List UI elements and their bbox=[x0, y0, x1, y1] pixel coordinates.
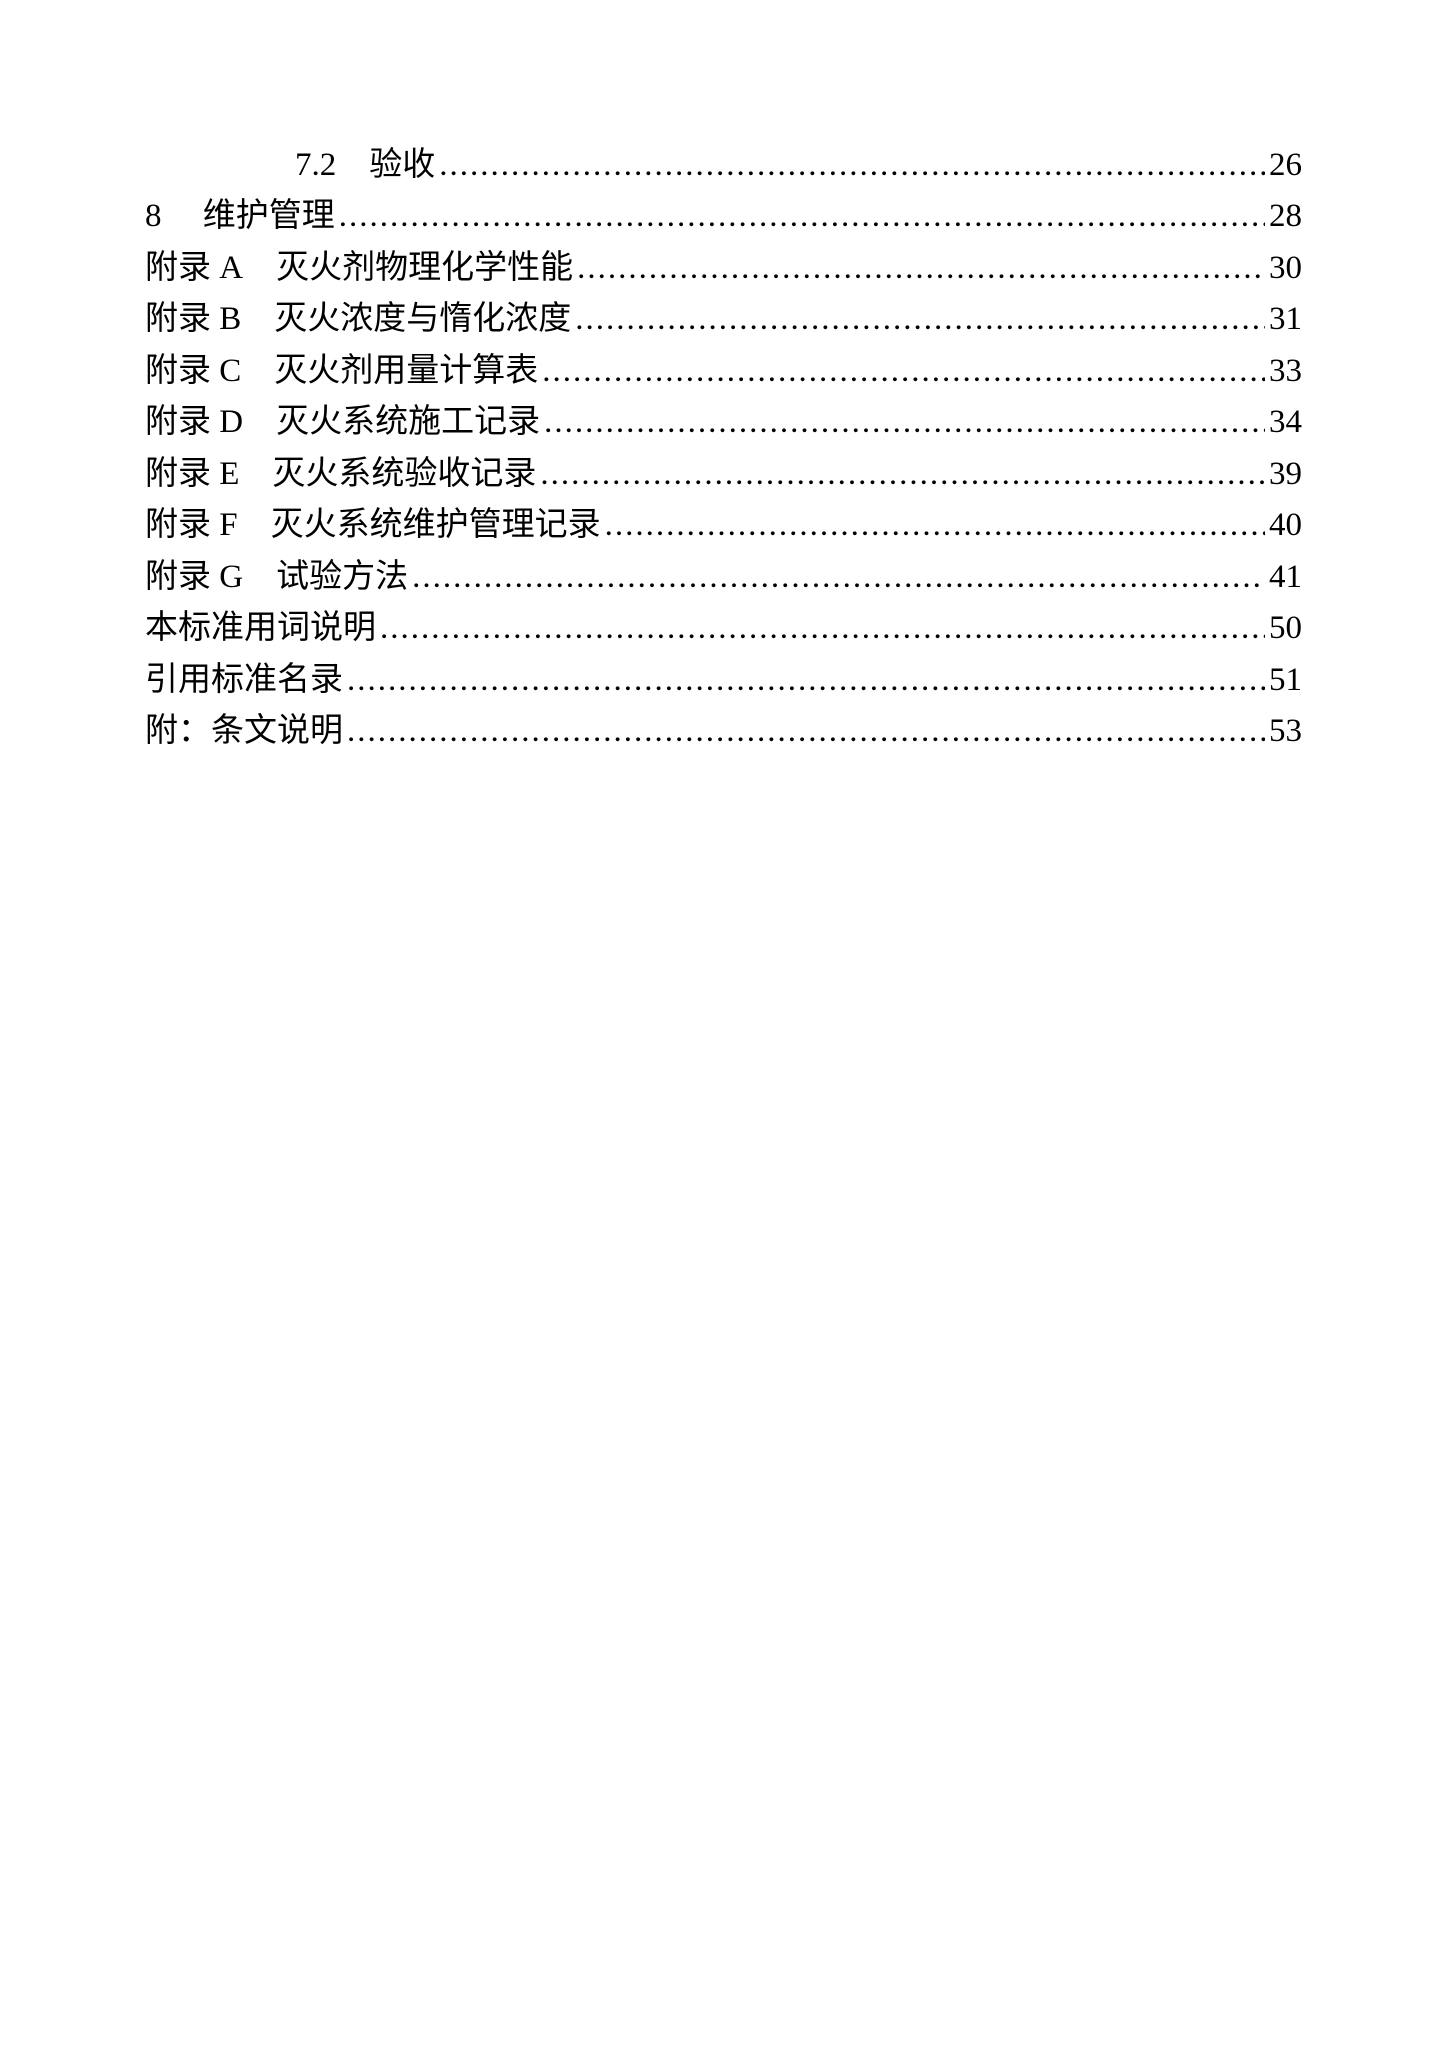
toc-entry: 引用标准名录 .................................… bbox=[145, 655, 1302, 706]
toc-label: 附录 F 灭火系统维护管理记录 bbox=[145, 500, 601, 551]
toc-page-number: 39 bbox=[1269, 449, 1302, 500]
toc-page-number: 50 bbox=[1269, 603, 1302, 654]
toc-label: 附录 G 试验方法 bbox=[145, 552, 408, 603]
toc-entry: 本标准用词说明 ................................… bbox=[145, 603, 1302, 654]
toc-page-number: 53 bbox=[1269, 706, 1302, 757]
toc-dot-leader: ........................................… bbox=[605, 500, 1265, 551]
toc-label: 附录 B 灭火浓度与惰化浓度 bbox=[145, 294, 571, 345]
toc-label: 附录 C 灭火剂用量计算表 bbox=[145, 346, 538, 397]
toc-dot-leader: ........................................… bbox=[412, 552, 1265, 603]
toc-label: 附录 D 灭火系统施工记录 bbox=[145, 397, 540, 448]
toc-entry: 附：条文说明 .................................… bbox=[145, 706, 1302, 757]
toc-dot-leader: ........................................… bbox=[577, 243, 1265, 294]
toc-entry: 附录 G 试验方法 ..............................… bbox=[145, 552, 1302, 603]
toc-entry: 附录 B 灭火浓度与惰化浓度 .........................… bbox=[145, 294, 1302, 345]
toc-page-number: 41 bbox=[1269, 552, 1302, 603]
toc-page-number: 33 bbox=[1269, 346, 1302, 397]
toc-page-number: 31 bbox=[1269, 294, 1302, 345]
toc-page-number: 34 bbox=[1269, 397, 1302, 448]
toc-entry: 附录 D 灭火系统施工记录 ..........................… bbox=[145, 397, 1302, 448]
toc-label: 引用标准名录 bbox=[145, 655, 343, 706]
toc-label: 7.2 验收 bbox=[295, 140, 435, 191]
toc-entry: 附录 F 灭火系统维护管理记录 ........................… bbox=[145, 500, 1302, 551]
toc-dot-leader: ........................................… bbox=[575, 294, 1265, 345]
toc-dot-leader: ........................................… bbox=[347, 706, 1265, 757]
toc-dot-leader: ........................................… bbox=[439, 140, 1265, 191]
toc-dot-leader: ........................................… bbox=[347, 655, 1265, 706]
toc-page-number: 40 bbox=[1269, 500, 1302, 551]
toc-dot-leader: ........................................… bbox=[544, 397, 1265, 448]
toc-label: 附录 E 灭火系统验收记录 bbox=[145, 449, 536, 500]
toc-label: 附：条文说明 bbox=[145, 706, 343, 757]
toc-dot-leader: ........................................… bbox=[542, 346, 1265, 397]
toc-label: 附录 A 灭火剂物理化学性能 bbox=[145, 243, 573, 294]
toc-entry: 7.2 验收 .................................… bbox=[145, 140, 1302, 191]
toc-page-number: 30 bbox=[1269, 243, 1302, 294]
toc-page-number: 28 bbox=[1269, 191, 1302, 242]
toc-entry: 附录 A 灭火剂物理化学性能 .........................… bbox=[145, 243, 1302, 294]
toc-page-number: 51 bbox=[1269, 655, 1302, 706]
toc-entry: 附录 C 灭火剂用量计算表 ..........................… bbox=[145, 346, 1302, 397]
toc-dot-leader: ........................................… bbox=[339, 191, 1265, 242]
toc-entry: 8 维护管理 .................................… bbox=[145, 191, 1302, 242]
toc-page-number: 26 bbox=[1269, 140, 1302, 191]
toc-label: 本标准用词说明 bbox=[145, 603, 376, 654]
toc-entry: 附录 E 灭火系统验收记录 ..........................… bbox=[145, 449, 1302, 500]
toc-label: 8 维护管理 bbox=[145, 191, 335, 242]
toc-dot-leader: ........................................… bbox=[380, 603, 1265, 654]
table-of-contents: 7.2 验收 .................................… bbox=[145, 140, 1302, 758]
toc-dot-leader: ........................................… bbox=[540, 449, 1265, 500]
